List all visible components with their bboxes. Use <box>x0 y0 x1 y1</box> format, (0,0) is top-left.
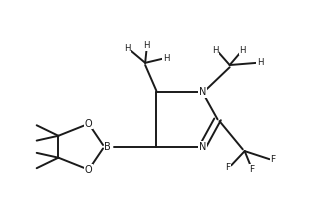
Text: O: O <box>85 165 93 175</box>
Text: H: H <box>257 58 263 67</box>
Text: O: O <box>85 119 93 129</box>
Text: F: F <box>249 164 254 174</box>
Text: H: H <box>212 46 219 55</box>
Text: B: B <box>104 142 111 152</box>
Text: F: F <box>226 163 231 172</box>
Text: N: N <box>199 87 206 97</box>
Text: H: H <box>163 53 169 63</box>
Text: H: H <box>124 44 131 53</box>
Text: N: N <box>199 142 206 152</box>
Text: H: H <box>144 41 150 50</box>
Text: H: H <box>239 46 246 55</box>
Text: F: F <box>270 155 275 164</box>
